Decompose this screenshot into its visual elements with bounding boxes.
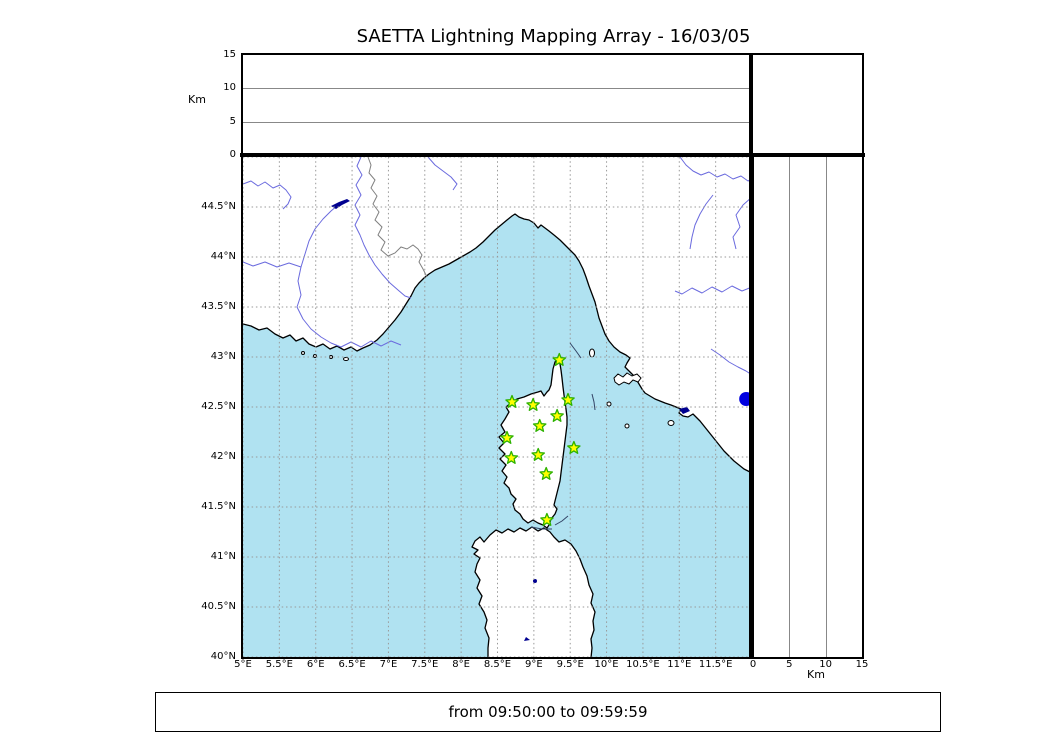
station-star-icon [526,397,540,411]
station-star-icon [539,466,554,480]
map-canvas [243,157,752,657]
altitude-tick-label-bottom: 5 [786,659,793,670]
country-border-line [367,157,428,278]
lon-tick-label: 9.5°E [556,659,584,670]
altitude-axis-label-left: Km [188,93,206,106]
altitude-longitude-panel [241,53,754,157]
small-islands [301,348,675,429]
corner-panel [751,53,864,157]
horizontal-separator [240,153,865,157]
lon-tick-label: 10.5°E [626,659,660,670]
contour-segments [530,342,596,530]
station-star-icon [567,440,581,454]
station-star-icon [505,394,519,408]
lat-tick-label: 42.5°N [201,401,236,412]
lat-tick-label: 41°N [210,551,236,562]
lon-tick-label: 11°E [667,659,692,670]
altitude-gridline [243,122,752,123]
vertical-separator [749,53,753,659]
graticule [243,157,752,657]
lon-tick-label: 6.5°E [338,659,366,670]
lat-tick-label: 41.5°N [201,501,236,512]
altitude-tick-label-bottom: 10 [819,659,833,670]
lon-tick-label: 7.5°E [411,659,439,670]
lakes [331,199,690,641]
event-points [739,392,752,406]
altitude-tick-label-bottom: 0 [749,659,757,670]
station-markers [500,352,581,526]
mainland-landmass [243,157,752,473]
station-star-icon [532,418,547,432]
station-star-icon [552,352,567,366]
altitude-tick-label-left: 15 [223,49,236,60]
altitude-latitude-panel [751,155,864,659]
altitude-axis-label-bottom: Km [807,668,825,681]
lon-tick-label: 10°E [594,659,619,670]
station-star-icon [531,447,546,461]
altitude-gridline [826,157,827,657]
lon-tick-label: 8°E [452,659,470,670]
altitude-gridline [789,157,790,657]
station-star-icon [504,450,519,464]
lat-tick-label: 43°N [210,351,236,362]
altitude-gridline [243,88,752,89]
lat-tick-label: 42°N [210,451,236,462]
station-star-icon [550,408,564,422]
station-star-icon [540,512,554,526]
lon-tick-label: 5°E [234,659,252,670]
altitude-tick-label-left: 5 [229,115,236,127]
station-star-icon [561,392,575,406]
lat-tick-label: 40°N [210,651,236,662]
altitude-tick-label-left: 10 [223,82,236,94]
altitude-tick-label-left: 0 [229,149,236,160]
event-dot [739,392,752,406]
lon-tick-label: 6°E [306,659,325,670]
lat-tick-label: 44.5°N [201,201,236,212]
lat-tick-label: 43.5°N [201,301,236,312]
lon-tick-label: 11.5°E [698,659,733,670]
lon-tick-label: 8.5°E [483,659,512,670]
lon-tick-label: 9°E [525,659,543,670]
lat-tick-label: 44°N [210,251,236,262]
station-star-icon [500,430,514,444]
lon-tick-label: 7°E [379,659,398,670]
lon-tick-label: 5.5°E [265,659,293,670]
altitude-tick-label-bottom: 15 [855,659,869,670]
map-panel [241,155,754,659]
time-range-box: from 09:50:00 to 09:59:59 [155,692,941,732]
page-title: SAETTA Lightning Mapping Array - 16/03/0… [356,26,751,47]
lat-tick-label: 40.5°N [201,601,236,612]
time-range-text: from 09:50:00 to 09:59:59 [448,703,648,721]
